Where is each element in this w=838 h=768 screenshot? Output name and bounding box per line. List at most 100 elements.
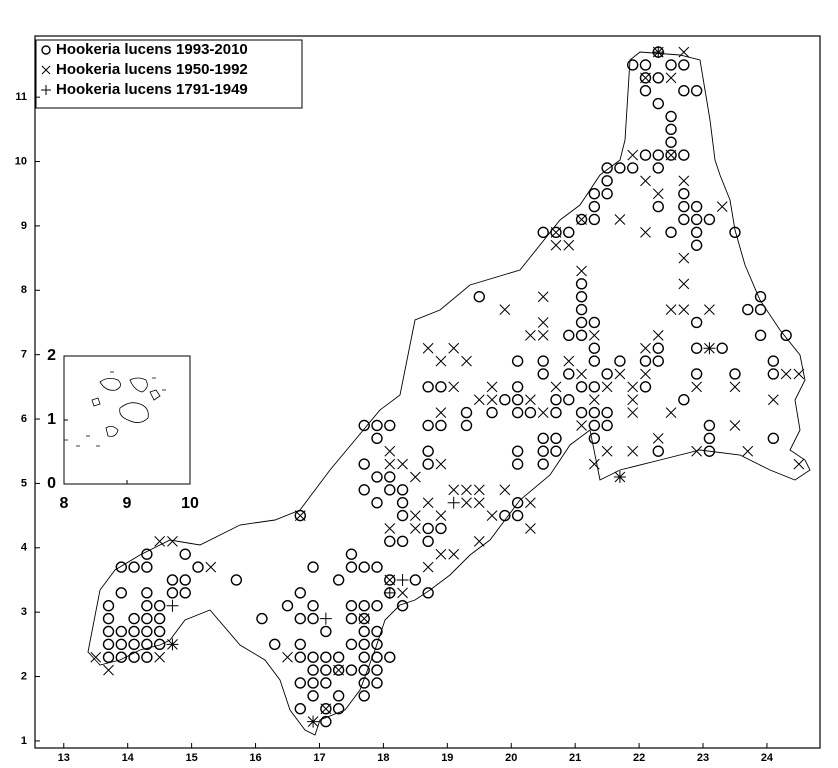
cross-marker [486, 381, 498, 393]
circle-marker [435, 522, 447, 535]
circle-marker [575, 329, 588, 342]
cross-marker [665, 149, 677, 161]
circle-marker [550, 394, 562, 406]
circle-marker [601, 419, 613, 432]
circle-marker [396, 535, 409, 548]
cross-marker [767, 394, 779, 406]
cross-marker [588, 329, 600, 341]
circle-marker [396, 484, 409, 496]
x-tick-label: 21 [569, 752, 581, 764]
cross-marker [41, 65, 51, 75]
cross-marker [716, 201, 728, 212]
circle-marker [358, 677, 370, 689]
cross-marker [384, 445, 396, 457]
circle-marker [307, 612, 319, 625]
cross-marker [678, 252, 690, 264]
circle-marker [511, 445, 524, 457]
y-tick-label: 2 [21, 670, 27, 682]
circle-marker [141, 612, 153, 625]
circle-marker [115, 561, 127, 573]
circle-marker [703, 432, 716, 445]
circle-marker [601, 406, 613, 419]
cross-marker [410, 510, 421, 521]
inset-y-tick-label: 2 [47, 347, 56, 364]
circle-marker [639, 149, 652, 161]
circle-marker [307, 561, 319, 573]
cross-marker [537, 407, 549, 418]
plus-marker [613, 470, 626, 483]
circle-marker [588, 381, 601, 393]
cross-marker [576, 420, 587, 431]
circle-marker [563, 368, 575, 380]
circle-marker [652, 445, 664, 457]
circle-marker [511, 355, 524, 367]
circle-marker [575, 381, 588, 393]
circle-marker [422, 445, 434, 457]
circle-marker [179, 587, 191, 599]
circle-marker [537, 432, 549, 445]
circle-marker [678, 188, 690, 200]
cross-marker [601, 445, 613, 457]
cross-marker [588, 458, 600, 470]
circle-marker [128, 638, 140, 651]
circle-marker [371, 432, 383, 445]
circle-marker [575, 316, 588, 329]
circle-marker [332, 574, 345, 586]
circle-marker [358, 638, 370, 651]
circle-marker [102, 625, 115, 638]
cross-marker [627, 149, 639, 161]
circle-marker [345, 548, 358, 560]
circle-marker [384, 651, 396, 663]
circle-marker [422, 458, 434, 470]
cross-marker [358, 613, 370, 624]
circle-marker [639, 59, 652, 71]
circle-marker [601, 368, 613, 380]
circle-marker [409, 574, 422, 586]
circle-marker [332, 703, 345, 715]
cross-marker [537, 291, 549, 303]
cross-marker [473, 484, 485, 496]
cross-marker [793, 368, 805, 380]
circle-marker [486, 406, 498, 419]
circle-marker [371, 664, 383, 676]
circle-marker [511, 509, 524, 522]
circle-marker [320, 651, 332, 663]
circle-marker [588, 432, 601, 445]
cross-marker [652, 432, 664, 444]
circle-marker [550, 432, 562, 445]
circle-marker [396, 497, 409, 509]
circle-marker [396, 509, 409, 522]
circle-marker [115, 625, 127, 638]
cross-marker [448, 484, 460, 496]
circle-marker [588, 419, 601, 432]
circle-marker [563, 329, 575, 342]
inset-x-tick-label: 10 [181, 495, 199, 512]
cross-marker [448, 381, 460, 393]
cross-marker [576, 265, 587, 277]
circle-marker [294, 703, 306, 715]
circle-marker [358, 484, 370, 496]
circle-marker [102, 638, 115, 651]
circle-marker [626, 59, 639, 71]
circle-marker [281, 600, 294, 612]
cross-marker [384, 574, 396, 586]
y-tick-label: 3 [21, 606, 27, 618]
coastline [87, 51, 811, 736]
legend-label: Hookeria lucens 1791-1949 [56, 81, 248, 98]
plus-marker [447, 496, 460, 509]
circle-marker [588, 355, 601, 367]
circle-marker [511, 458, 524, 470]
circle-marker [690, 200, 703, 213]
cross-marker [640, 342, 651, 354]
y-tick-label: 5 [21, 477, 27, 489]
circle-marker [703, 419, 716, 432]
inset-x-tick-label: 8 [60, 495, 69, 512]
circle-marker [371, 651, 383, 663]
circle-marker [665, 136, 677, 148]
circle-marker [460, 406, 473, 419]
circle-marker [141, 587, 153, 599]
cross-marker [691, 381, 702, 393]
circle-marker [639, 381, 652, 393]
cross-marker [90, 651, 102, 663]
